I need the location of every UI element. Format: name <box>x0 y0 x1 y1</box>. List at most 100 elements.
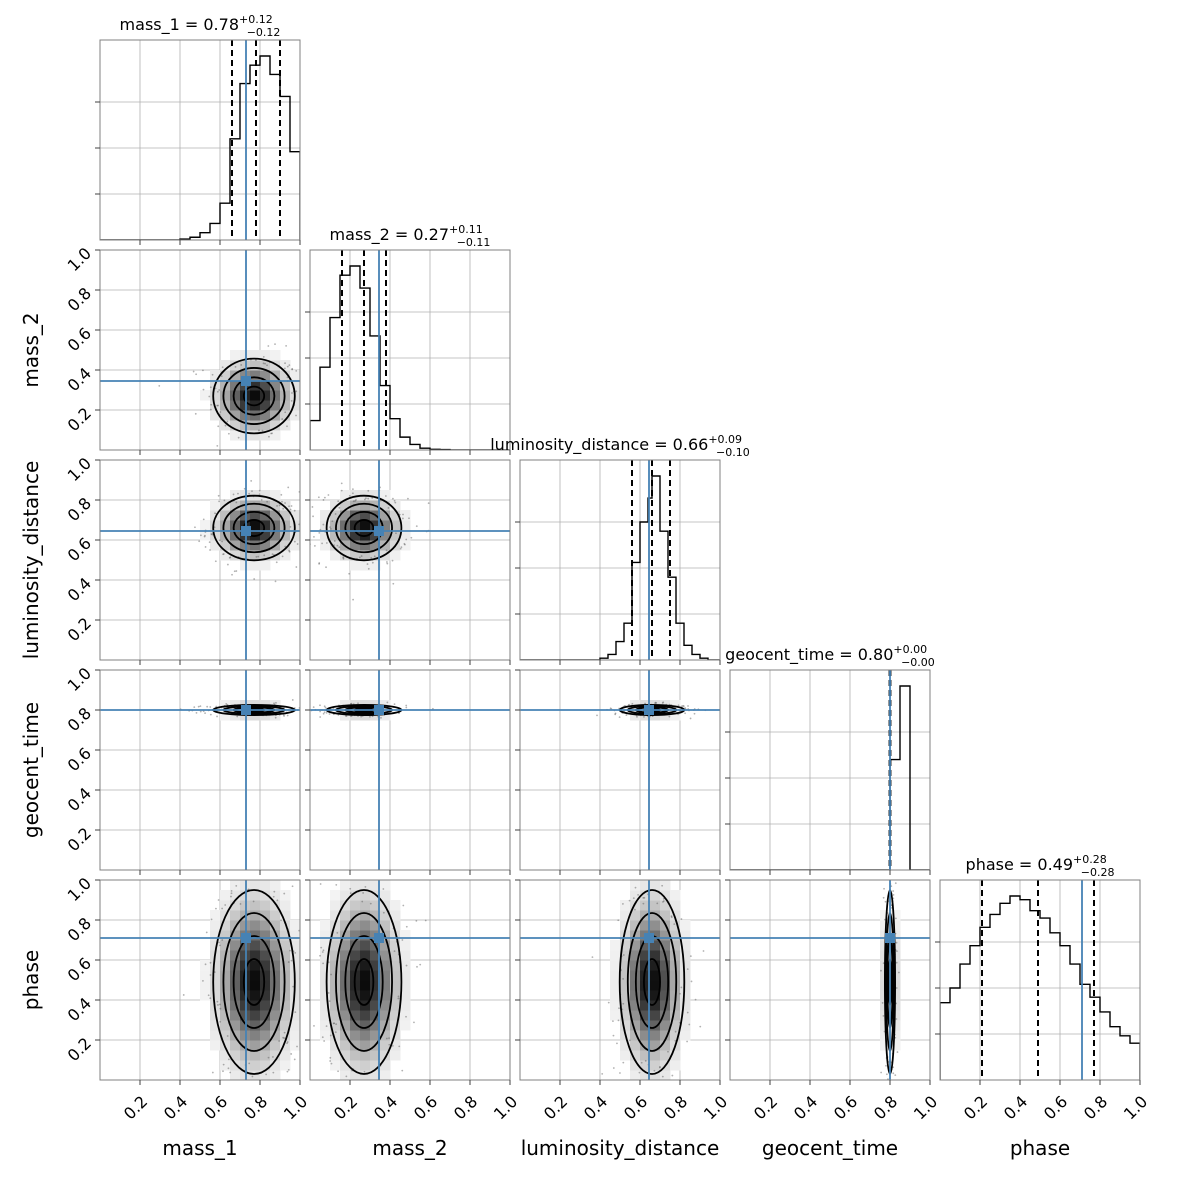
sample-dot <box>394 501 397 504</box>
density-cell <box>350 530 361 541</box>
density-cell <box>650 940 661 951</box>
sample-dot <box>283 1037 286 1039</box>
sample-dot <box>400 546 403 549</box>
density-cell <box>650 1000 661 1011</box>
sample-dot <box>305 1013 307 1015</box>
sample-dot <box>622 977 625 980</box>
sample-dot <box>226 850 228 852</box>
density-cell <box>660 1030 671 1041</box>
density-cell <box>660 1010 671 1021</box>
density-cell <box>620 930 631 941</box>
density-cell <box>380 990 391 1001</box>
sample-dot <box>668 715 671 718</box>
density-cell <box>650 960 661 971</box>
sample-dot <box>291 392 293 394</box>
sample-dot <box>214 387 217 390</box>
panel-content <box>310 880 510 1080</box>
density-cell <box>380 980 391 991</box>
sample-dot <box>291 699 294 701</box>
density-cell <box>680 1030 691 1041</box>
density-cell <box>660 1070 671 1080</box>
density-cell <box>340 1000 351 1011</box>
density-cell <box>260 890 271 901</box>
sample-dot <box>653 1069 656 1072</box>
density-cell <box>230 890 241 901</box>
density-cell <box>320 980 331 991</box>
density-cell <box>670 940 681 951</box>
density-cell <box>250 880 261 891</box>
density-cell <box>260 920 271 931</box>
density-cell <box>390 1000 401 1011</box>
density-cell <box>660 940 671 951</box>
sample-dot <box>405 964 408 967</box>
density-cell <box>350 1030 361 1041</box>
density-cell <box>250 500 261 511</box>
density-cell <box>610 950 621 961</box>
sample-dot <box>644 702 646 705</box>
sample-dot <box>656 902 659 905</box>
density-cell <box>360 510 371 521</box>
density-cell <box>630 940 641 951</box>
density-cell <box>260 490 271 501</box>
sample-dot <box>393 950 396 952</box>
y-axis-label-phase: phase <box>19 950 43 1010</box>
sample-dot <box>318 562 321 564</box>
sample-dot <box>637 893 639 896</box>
sample-dot <box>219 1020 222 1023</box>
density-cell <box>280 500 291 511</box>
gridlines <box>520 460 720 660</box>
sample-dot <box>307 392 309 394</box>
sample-dot <box>282 507 285 510</box>
panel-content <box>310 460 510 660</box>
density-cell <box>230 900 241 911</box>
x-axis-label-mass_1: mass_1 <box>162 1136 237 1160</box>
sample-dot <box>634 908 636 911</box>
sample-dot <box>894 882 897 885</box>
hist-panel-luminosity_distance <box>515 459 721 665</box>
sample-dot <box>345 1075 348 1078</box>
axes-frame <box>99 39 301 241</box>
axes-frame <box>939 879 1141 1081</box>
sample-dot <box>313 545 316 547</box>
sample-dot <box>294 1011 297 1014</box>
sample-dot <box>268 435 270 438</box>
sample-dot <box>686 968 689 971</box>
density-cell <box>320 920 331 931</box>
density-cell <box>350 1010 361 1021</box>
x-axis-label-luminosity_distance: luminosity_distance <box>521 1136 720 1160</box>
sample-dot <box>288 549 291 552</box>
sample-dot <box>337 1070 339 1073</box>
sample-dot <box>321 951 324 953</box>
sample-dot <box>662 900 665 902</box>
density-cell <box>640 900 651 911</box>
sample-dot <box>237 492 239 495</box>
histogram-geocent_time <box>730 685 930 870</box>
sample-dot <box>661 884 664 887</box>
sample-dot <box>282 1036 285 1039</box>
density-cell <box>380 950 391 961</box>
sample-dot <box>386 562 389 565</box>
density-cell <box>250 560 261 571</box>
density-cell <box>330 500 341 511</box>
density-cell <box>330 530 341 541</box>
sample-dot <box>268 855 270 857</box>
density-cell <box>360 950 371 961</box>
x-tick-label: 0.2 <box>750 1092 781 1123</box>
density-cell <box>620 960 631 971</box>
sample-dot <box>288 550 291 553</box>
sample-dot <box>217 494 220 497</box>
density-cell <box>350 990 361 1001</box>
x-tick-label: 0.4 <box>580 1092 611 1123</box>
density-cell <box>230 420 241 431</box>
density-cell <box>610 1000 621 1011</box>
density-cell <box>630 900 641 911</box>
sample-dot <box>680 986 683 989</box>
sample-dot <box>660 1103 662 1105</box>
sample-dot <box>286 1041 289 1043</box>
density-cell <box>890 1030 901 1041</box>
density-cell <box>280 950 291 961</box>
sample-dot <box>270 432 272 435</box>
sample-dot <box>643 896 646 899</box>
sample-dot <box>350 715 352 718</box>
sample-dot <box>401 939 404 941</box>
